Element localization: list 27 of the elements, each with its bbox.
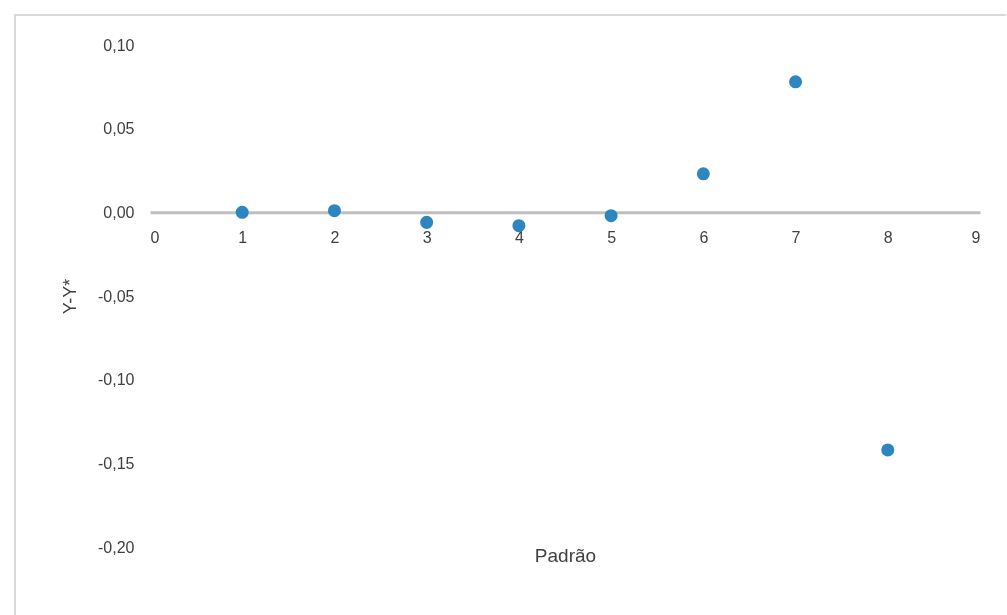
x-tick-label: 6 [699,228,709,246]
point [420,215,434,229]
x-tick-label: 4 [514,228,524,246]
y-tick-label: 0,00 [103,203,135,221]
point [604,209,618,223]
y-axis-title: Y-Y* [60,278,81,315]
x-tick-label: 2 [330,228,340,246]
x-tick-label: 0 [150,228,160,246]
y-tick-label: -0,15 [98,454,135,472]
point [789,75,803,89]
x-tick-label: 1 [238,228,248,246]
x-tick-label: 8 [883,228,893,246]
y-tick-label: -0,10 [98,371,135,389]
y-tick-label: -0,05 [98,287,135,305]
x-tick-label: 7 [791,228,801,246]
y-tick-label: 0,10 [103,36,135,54]
y-tick-label: -0,20 [98,538,135,556]
point [512,219,526,233]
y-tick-label: 0,05 [103,120,135,138]
x-tick-label: 9 [971,228,981,246]
x-tick-label: 3 [422,228,432,246]
point [696,167,710,181]
point [881,443,895,457]
point [327,204,341,218]
x-axis-title: Padrão [534,544,597,566]
point [235,205,249,219]
x-tick-label: 5 [607,228,617,246]
